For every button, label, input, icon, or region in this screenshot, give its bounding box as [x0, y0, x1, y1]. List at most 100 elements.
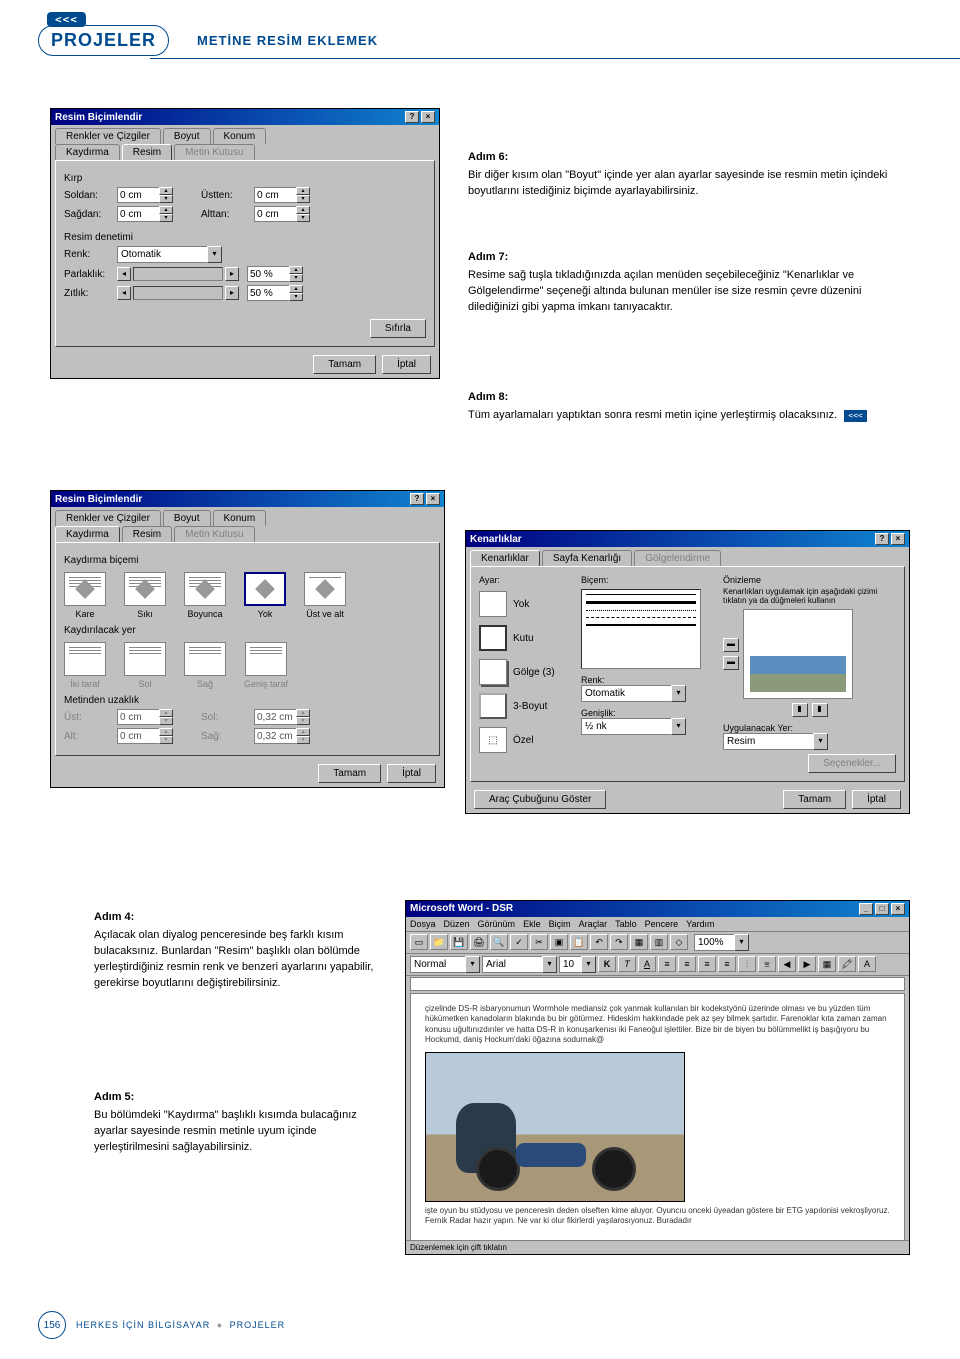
dropdown-arrow-icon[interactable]: ▾: [671, 718, 686, 735]
bold-icon[interactable]: K: [598, 956, 616, 972]
tab-wrap[interactable]: Kaydırma: [55, 144, 120, 160]
drawing-icon[interactable]: ◇: [670, 934, 688, 950]
ok-button[interactable]: Tamam: [318, 764, 381, 783]
spin-down-icon[interactable]: ▾: [296, 195, 310, 203]
fontsize-dropdown[interactable]: ▾: [559, 956, 596, 973]
help-button[interactable]: ?: [875, 533, 889, 545]
tab-image[interactable]: Resim: [122, 144, 172, 160]
border-3d[interactable]: 3-Boyut: [479, 693, 569, 719]
zoom-dropdown[interactable]: ▾: [694, 934, 749, 951]
tab-size[interactable]: Boyut: [163, 128, 211, 144]
spin-up-icon[interactable]: ▴: [289, 285, 303, 293]
justify-icon[interactable]: ≡: [718, 956, 736, 972]
word-ruler[interactable]: [410, 977, 905, 991]
contrast-input[interactable]: [247, 285, 289, 301]
border-left-button[interactable]: ▮: [792, 703, 808, 717]
slider-left-icon[interactable]: ◂: [117, 267, 131, 281]
border-box[interactable]: Kutu: [479, 625, 569, 651]
slider-right-icon[interactable]: ▸: [225, 286, 239, 300]
right-spinner[interactable]: ▴▾: [117, 206, 173, 222]
menu-tools[interactable]: Araçlar: [579, 919, 608, 929]
align-center-icon[interactable]: ≡: [678, 956, 696, 972]
tab-wrap[interactable]: Kaydırma: [55, 526, 120, 542]
left-input[interactable]: [117, 187, 159, 203]
right-input[interactable]: [117, 206, 159, 222]
spin-down-icon[interactable]: ▾: [289, 274, 303, 282]
fontsize-input[interactable]: [559, 956, 581, 973]
spin-up-icon[interactable]: ▴: [159, 206, 173, 214]
wrap-largest[interactable]: Geniş taraf: [244, 642, 288, 689]
numbering-icon[interactable]: ⩸: [758, 956, 776, 972]
align-left-icon[interactable]: ≡: [658, 956, 676, 972]
bottom-input[interactable]: [254, 206, 296, 222]
wrap-tight[interactable]: Sıkı: [124, 572, 166, 619]
fontcolor-icon[interactable]: A: [858, 956, 876, 972]
menu-file[interactable]: Dosya: [410, 919, 436, 929]
dist-bottom-spinner[interactable]: ▴▾: [117, 728, 173, 744]
tab-shading[interactable]: Gölgelendirme: [634, 550, 721, 566]
table-icon[interactable]: ▦: [630, 934, 648, 950]
new-icon[interactable]: ▭: [410, 934, 428, 950]
font-dropdown[interactable]: ▾: [482, 956, 557, 973]
spin-up-icon[interactable]: ▴: [159, 187, 173, 195]
save-icon[interactable]: 💾: [450, 934, 468, 950]
spin-up-icon[interactable]: ▴: [296, 187, 310, 195]
menu-view[interactable]: Görünüm: [478, 919, 516, 929]
tab-size[interactable]: Boyut: [163, 510, 211, 526]
color-dropdown[interactable]: ▾: [581, 685, 711, 702]
menu-insert[interactable]: Ekle: [523, 919, 541, 929]
spin-down-icon[interactable]: ▾: [296, 214, 310, 222]
minimize-button[interactable]: _: [859, 903, 873, 915]
width-dropdown[interactable]: ▾: [581, 718, 711, 735]
tab-page[interactable]: Sayfa Kenarlığı: [542, 550, 632, 566]
columns-icon[interactable]: ▥: [650, 934, 668, 950]
menu-format[interactable]: Biçim: [549, 919, 571, 929]
preview-icon[interactable]: 🔍: [490, 934, 508, 950]
contrast-slider[interactable]: ◂▸: [117, 286, 239, 300]
brightness-input[interactable]: [247, 266, 289, 282]
show-toolbar-button[interactable]: Araç Çubuğunu Göster: [474, 790, 606, 809]
tab-image[interactable]: Resim: [122, 526, 172, 542]
cancel-button[interactable]: İptal: [387, 764, 436, 783]
brightness-spinner[interactable]: ▴▾: [247, 266, 303, 282]
dropdown-arrow-icon[interactable]: ▾: [671, 685, 686, 702]
border-shadow[interactable]: Gölge (3): [479, 659, 569, 685]
dist-right-spinner[interactable]: ▴▾: [254, 728, 310, 744]
top-spinner[interactable]: ▴▾: [254, 187, 310, 203]
menu-window[interactable]: Pencere: [645, 919, 679, 929]
wrap-none[interactable]: Yok: [244, 572, 286, 619]
font-input[interactable]: [482, 956, 542, 973]
paste-icon[interactable]: 📋: [570, 934, 588, 950]
color-input[interactable]: [117, 246, 207, 263]
spin-up-icon[interactable]: ▴: [289, 266, 303, 274]
undo-icon[interactable]: ↶: [590, 934, 608, 950]
bullets-icon[interactable]: ⫶: [738, 956, 756, 972]
close-button[interactable]: ×: [891, 903, 905, 915]
wrap-both[interactable]: İki taraf: [64, 642, 106, 689]
border-custom[interactable]: ⬚Özel: [479, 727, 569, 753]
slider-track[interactable]: [133, 267, 223, 281]
dist-top-spinner[interactable]: ▴▾: [117, 709, 173, 725]
cut-icon[interactable]: ✂: [530, 934, 548, 950]
menu-table[interactable]: Tablo: [615, 919, 637, 929]
wrap-right[interactable]: Sağ: [184, 642, 226, 689]
apply-to-input[interactable]: [723, 733, 813, 750]
wrap-left[interactable]: Sol: [124, 642, 166, 689]
slider-track[interactable]: [133, 286, 223, 300]
contrast-spinner[interactable]: ▴▾: [247, 285, 303, 301]
wrap-through[interactable]: Boyunca: [184, 572, 226, 619]
spin-up-icon[interactable]: ▴: [296, 206, 310, 214]
spell-icon[interactable]: ✓: [510, 934, 528, 950]
close-button[interactable]: ×: [891, 533, 905, 545]
tab-borders[interactable]: Kenarlıklar: [470, 550, 540, 566]
motorcycle-image[interactable]: [425, 1052, 685, 1202]
menu-edit[interactable]: Düzen: [444, 919, 470, 929]
slider-left-icon[interactable]: ◂: [117, 286, 131, 300]
slider-right-icon[interactable]: ▸: [225, 267, 239, 281]
style-input[interactable]: [410, 956, 465, 973]
apply-to-dropdown[interactable]: ▾: [723, 733, 896, 750]
help-button[interactable]: ?: [405, 111, 419, 123]
tab-textbox[interactable]: Metin Kutusu: [174, 144, 254, 160]
zoom-input[interactable]: [694, 934, 734, 951]
highlight-icon[interactable]: 🖍: [838, 956, 856, 972]
